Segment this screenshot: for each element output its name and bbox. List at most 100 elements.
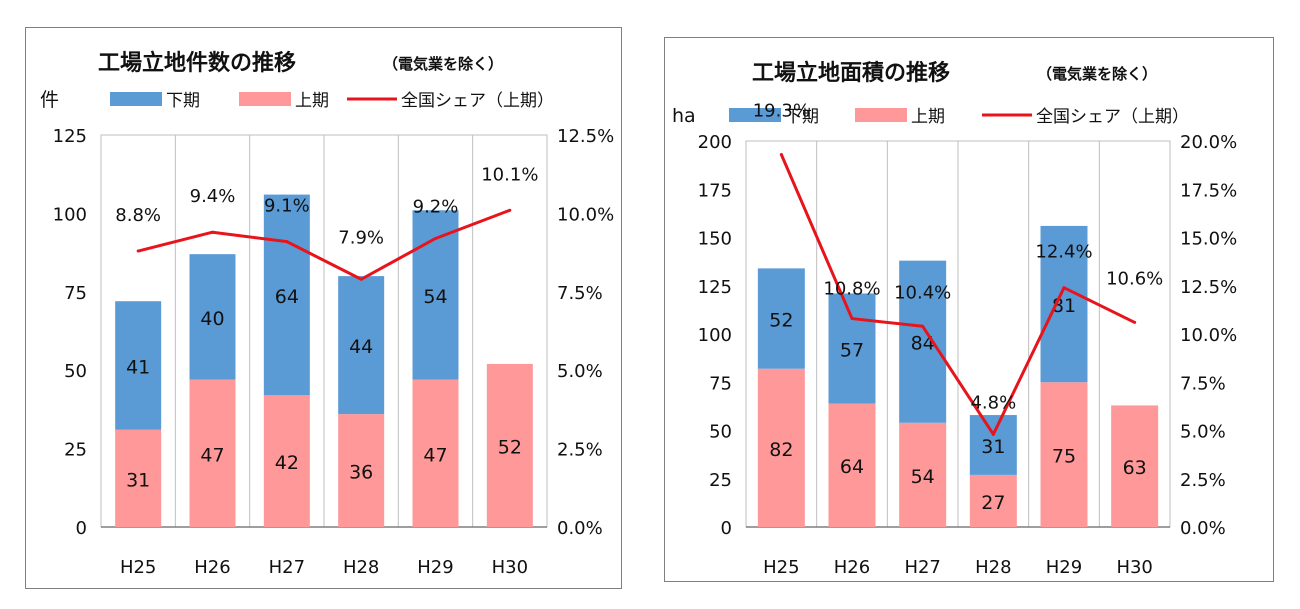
national-share-line	[779, 153, 1136, 436]
y2-axis-tick-label: 0.0%	[557, 518, 603, 539]
bar-value-label-lower-half: 52	[769, 310, 793, 332]
legend-swatch-lower-half	[729, 108, 781, 122]
bar-lower-half	[115, 301, 162, 430]
y2-axis-tick-label: 7.5%	[1180, 373, 1226, 394]
y-axis-tick-label: 175	[698, 180, 732, 201]
bar-value-label-lower-half: 31	[981, 436, 1005, 458]
national-share-point	[1133, 320, 1137, 324]
national-share-value-label: 10.1%	[481, 164, 538, 185]
y2-axis-tick-label: 2.5%	[557, 440, 603, 461]
x-axis-category-label: H25	[120, 557, 156, 578]
national-share-point	[285, 240, 289, 244]
bar-upper-half	[899, 422, 947, 527]
y2-axis-tick-label: 10.0%	[557, 204, 614, 225]
y-axis-tick-label: 25	[709, 470, 732, 491]
x-axis-category-label: H27	[904, 557, 940, 578]
y2-axis-tick-label: 15.0%	[1180, 229, 1237, 250]
national-share-line	[137, 208, 511, 281]
bar-value-label-lower-half: 57	[840, 339, 864, 361]
legend-label-lower-half: 下期	[166, 91, 200, 111]
national-share-value-label: 4.8%	[970, 392, 1016, 413]
x-axis-category-label: H28	[975, 557, 1011, 578]
chart-factory-count: 工場立地件数の推移 （電気業を除く） 件 下期 上期 全国シェア（上期） 0 25 50 75 10…	[40, 50, 614, 578]
bar-value-label-upper-half: 75	[1052, 446, 1076, 468]
bar-upper-half	[969, 474, 1017, 527]
national-share-value-label: 10.6%	[1106, 268, 1163, 289]
bar-value-label-upper-half: 54	[911, 466, 935, 488]
national-share-value-label: 8.8%	[115, 205, 161, 226]
bar-lower-half	[338, 276, 385, 415]
bar-upper-half	[1040, 382, 1088, 527]
bar-value-label-upper-half: 36	[349, 462, 373, 484]
bar-value-label-upper-half: 47	[423, 444, 447, 466]
bar-value-label-upper-half: 27	[981, 492, 1005, 514]
y-axis-unit: 件	[40, 89, 59, 111]
chart-title: 工場立地件数の推移	[98, 50, 296, 76]
bar-lower-half	[1040, 225, 1088, 383]
x-axis-category-label: H29	[417, 557, 453, 578]
bar-value-label-upper-half: 82	[769, 439, 793, 461]
y-axis-tick-label: 75	[709, 373, 732, 394]
bar-value-label-upper-half: 63	[1123, 457, 1147, 479]
y-axis-tick-label: 150	[698, 229, 732, 250]
bar-value-label-upper-half: 42	[275, 452, 299, 474]
legend-label-national-share: 全国シェア（上期）	[401, 91, 554, 111]
legend-label-lower-half: 下期	[785, 107, 819, 127]
bar-upper-half	[338, 414, 385, 527]
national-share-point	[1062, 286, 1066, 290]
bar-value-label-lower-half: 84	[911, 333, 935, 355]
chart-title: 工場立地面積の推移	[752, 60, 950, 86]
x-axis-category-label: H26	[194, 557, 230, 578]
bar-lower-half	[757, 268, 805, 369]
y-axis-unit: ha	[672, 105, 696, 127]
legend-label-upper-half: 上期	[295, 91, 329, 111]
legend-label-national-share: 全国シェア（上期）	[1036, 107, 1189, 127]
bar-lower-half	[969, 415, 1017, 475]
bar-value-label-upper-half: 52	[498, 436, 522, 458]
national-share-value-label: 7.9%	[338, 227, 384, 248]
bar-value-label-upper-half: 31	[126, 469, 150, 491]
bar-upper-half	[486, 363, 533, 527]
chart-subtitle: （電気業を除く）	[383, 55, 503, 73]
bar-lower-half	[899, 260, 947, 423]
bar-value-label-upper-half: 64	[840, 456, 864, 478]
bar-value-label-lower-half: 40	[200, 308, 224, 330]
y-axis-tick-label: 25	[64, 440, 87, 461]
y-axis-tick-label: 75	[64, 283, 87, 304]
x-axis-category-label: H30	[1116, 557, 1152, 578]
bar-value-label-lower-half: 54	[423, 286, 447, 308]
bar-upper-half	[412, 379, 459, 527]
national-share-point	[434, 236, 437, 240]
bar-upper-half	[115, 429, 162, 527]
legend-swatch-upper-half	[239, 92, 291, 106]
x-axis-category-label: H30	[492, 557, 528, 578]
bar-upper-half	[1111, 405, 1159, 527]
bar-upper-half	[757, 368, 805, 527]
bar-upper-half	[828, 403, 876, 527]
y-axis-tick-label: 125	[698, 277, 732, 298]
y2-axis-tick-label: 0.0%	[1180, 518, 1226, 539]
national-share-point	[921, 324, 925, 328]
y2-axis-tick-label: 12.5%	[557, 126, 614, 147]
bar-value-label-lower-half: 41	[126, 356, 150, 378]
bar-lower-half	[263, 194, 310, 396]
bar-value-label-lower-half: 64	[275, 286, 299, 308]
y2-axis-tick-label: 17.5%	[1180, 180, 1237, 201]
bar-value-label-lower-half: 44	[349, 336, 373, 358]
y2-axis-tick-label: 10.0%	[1180, 325, 1237, 346]
x-axis-category-label: H25	[763, 557, 799, 578]
x-axis-category-label: H27	[269, 557, 305, 578]
y2-axis-tick-label: 20.0%	[1180, 132, 1237, 153]
chart-panel-factory-area: 工場立地面積の推移 （電気業を除く） ha 下期 上期 全国シェア（上期） 0 25 50 75 1…	[664, 37, 1274, 582]
national-share-value-label: 19.3%	[753, 101, 810, 122]
bar-value-label-upper-half: 47	[200, 444, 224, 466]
y-axis-tick-label: 50	[709, 422, 732, 443]
national-share-value-label: 10.4%	[894, 282, 951, 303]
legend-label-upper-half: 上期	[911, 107, 945, 127]
bar-lower-half	[189, 254, 236, 380]
chart-factory-area: 工場立地面積の推移 （電気業を除く） ha 下期 上期 全国シェア（上期） 0 25 50 75 1…	[672, 60, 1237, 578]
bar-upper-half	[263, 395, 310, 527]
chart-panel-factory-count: 工場立地件数の推移 （電気業を除く） 件 下期 上期 全国シェア（上期） 0 25 50 75 10…	[25, 27, 622, 589]
chart-subtitle: （電気業を除く）	[1037, 65, 1157, 83]
national-share-point	[779, 153, 783, 157]
